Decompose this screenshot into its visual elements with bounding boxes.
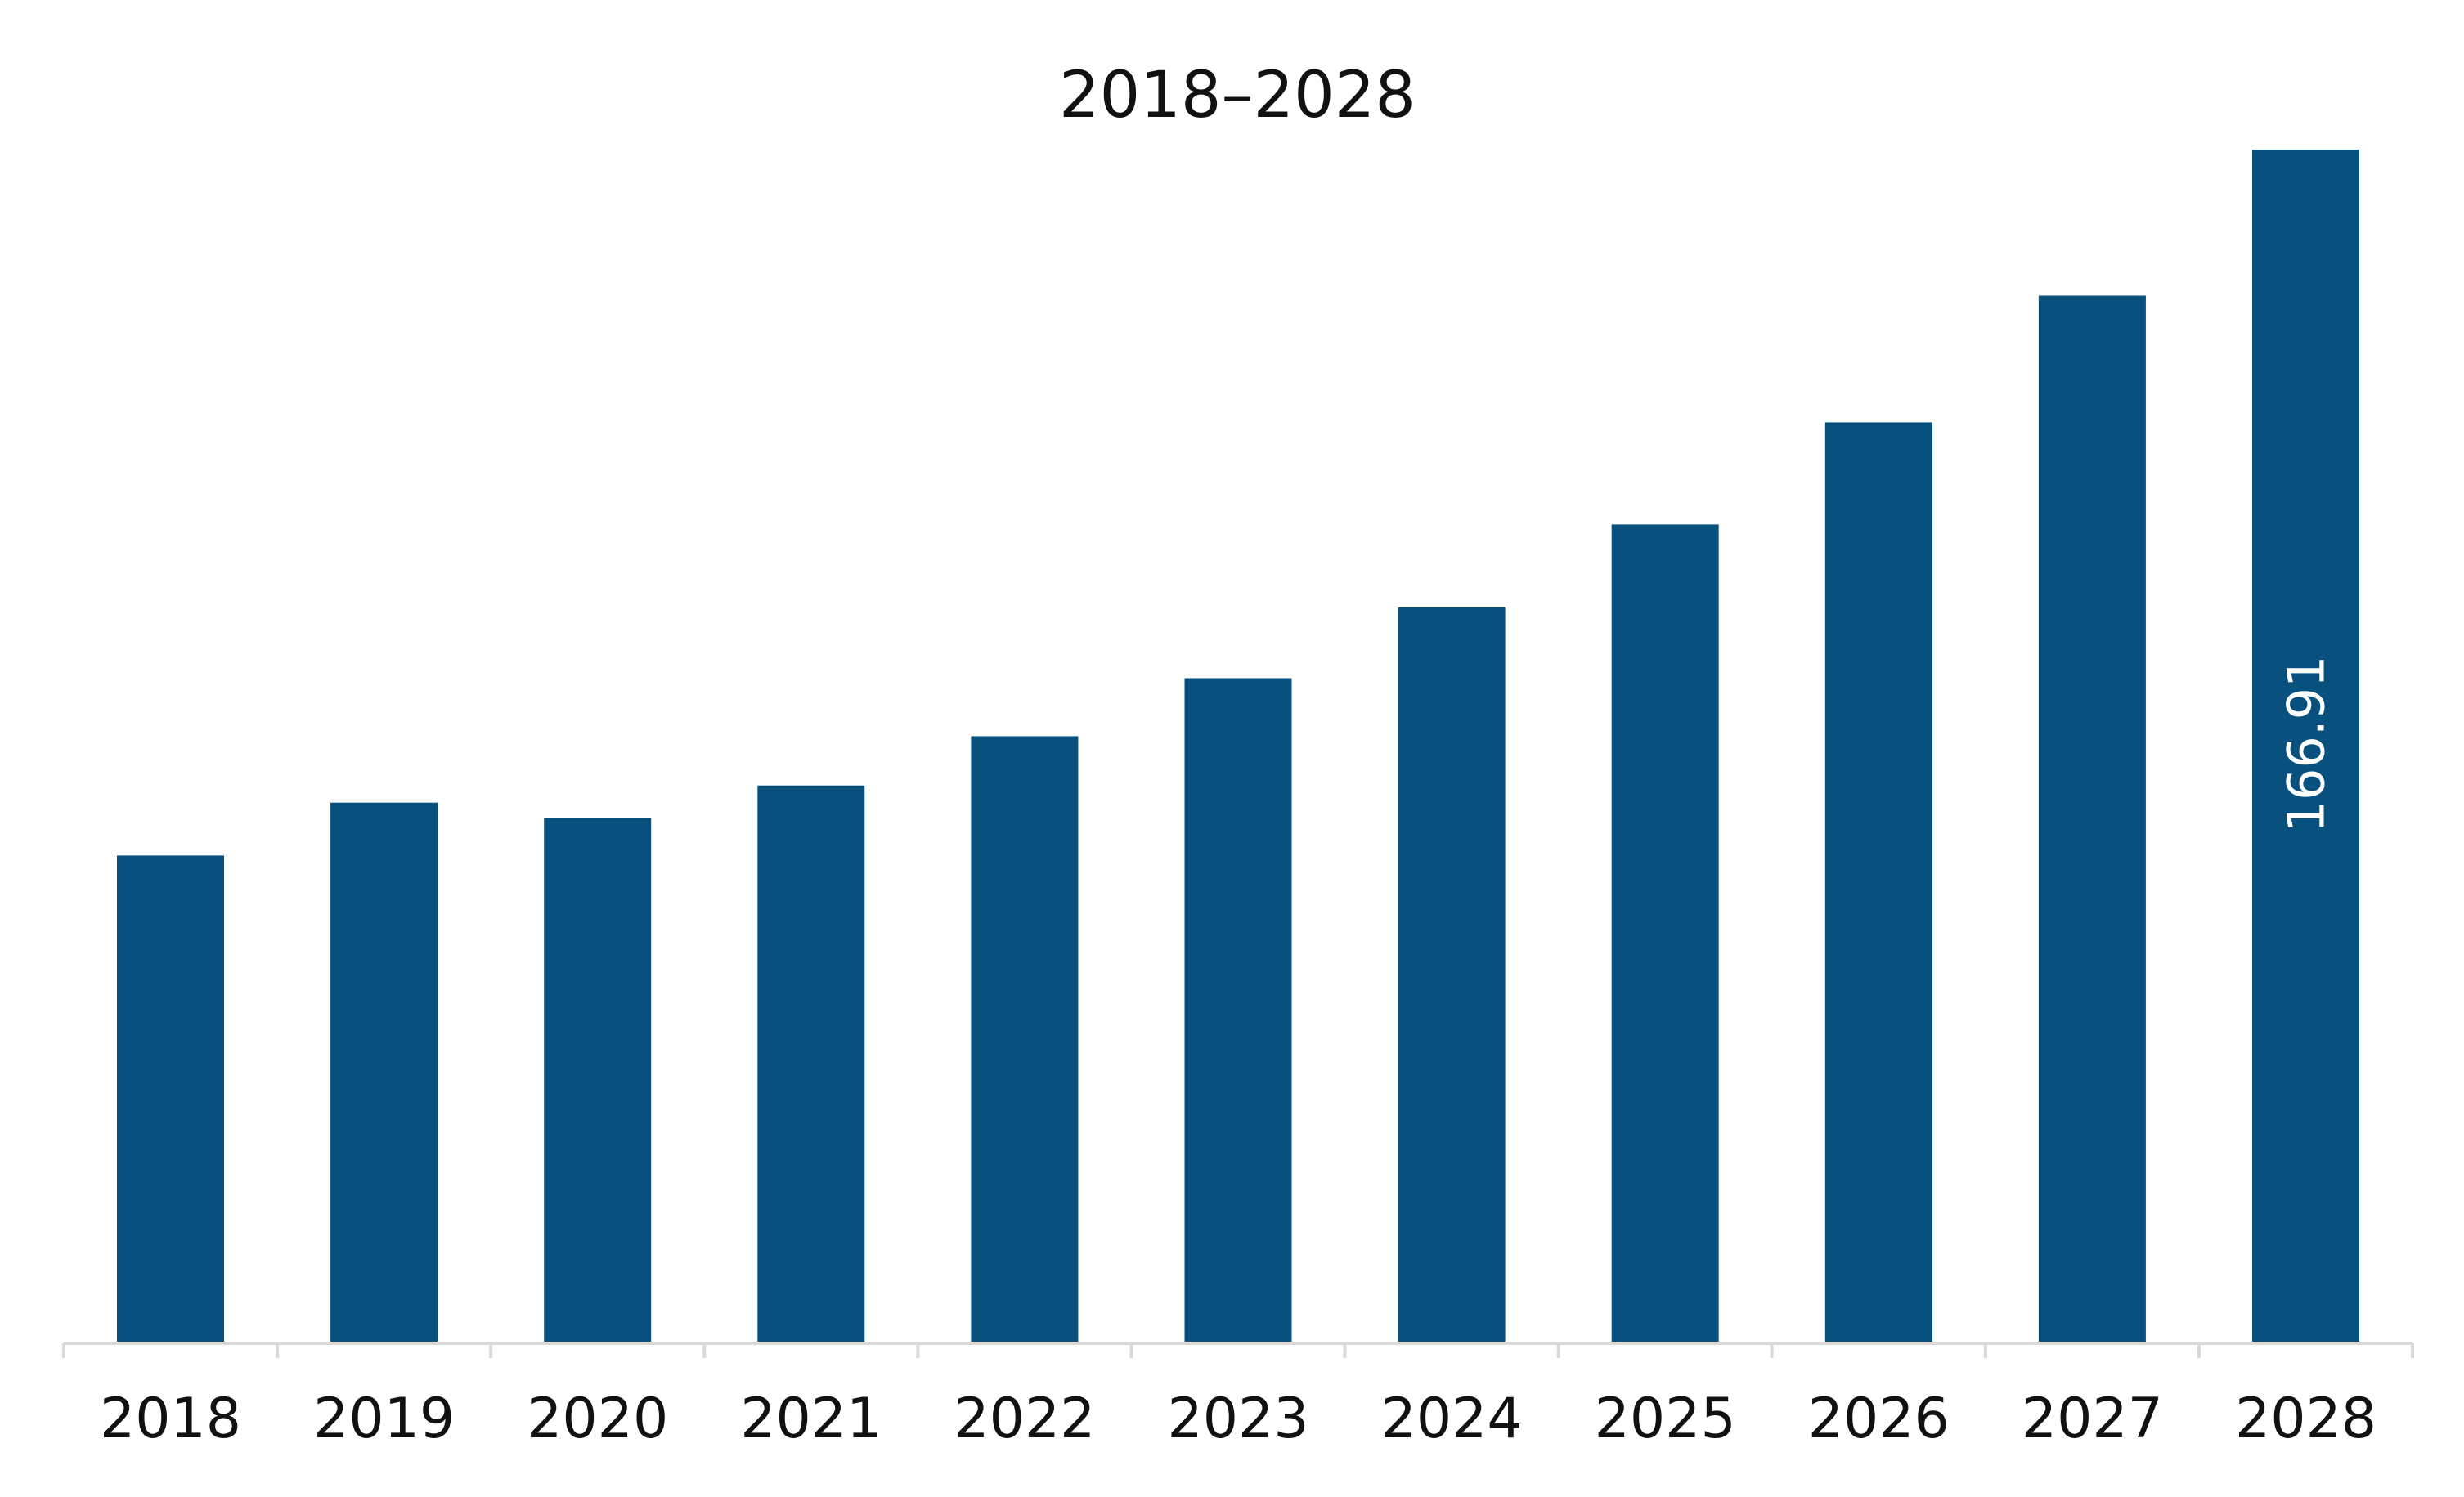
x-tick-label-2019: 2019 [313, 1387, 455, 1451]
bar-2019 [330, 802, 438, 1343]
x-tick-label-2020: 2020 [527, 1387, 668, 1451]
x-tick-label-2018: 2018 [100, 1387, 241, 1451]
bar-2021 [757, 785, 865, 1343]
bar-2023 [1184, 678, 1292, 1343]
bar-2020 [544, 818, 652, 1343]
x-tick-label-2025: 2025 [1595, 1387, 1736, 1451]
data-labels: 166.91 [2277, 656, 2336, 833]
x-tick-labels: 2018 2019 2020 2021 2022 2023 2024 2025 2026 2027… [100, 1387, 2376, 1451]
x-tick-label-2024: 2024 [1381, 1387, 1523, 1451]
bar-2028 [2252, 150, 2359, 1343]
x-tick-label-2026: 2026 [1808, 1387, 1950, 1451]
bar-2027 [2038, 295, 2146, 1343]
x-tick-label-2022: 2022 [954, 1387, 1095, 1451]
bars-group [117, 150, 2359, 1343]
x-tick-label-2027: 2027 [2022, 1387, 2163, 1451]
data-label-2028: 166.91 [2277, 656, 2336, 833]
x-tick-label-2023: 2023 [1167, 1387, 1308, 1451]
x-tick-label-2021: 2021 [740, 1387, 882, 1451]
bar-2025 [1611, 524, 1719, 1343]
bar-2018 [117, 855, 224, 1343]
bar-2022 [971, 736, 1079, 1343]
x-axis [62, 1342, 2414, 1358]
chart-title: 2018–2028 [1059, 59, 1416, 132]
bar-2026 [1824, 422, 1932, 1343]
x-tick-label-2028: 2028 [2235, 1387, 2376, 1451]
bar-2024 [1398, 607, 1506, 1343]
